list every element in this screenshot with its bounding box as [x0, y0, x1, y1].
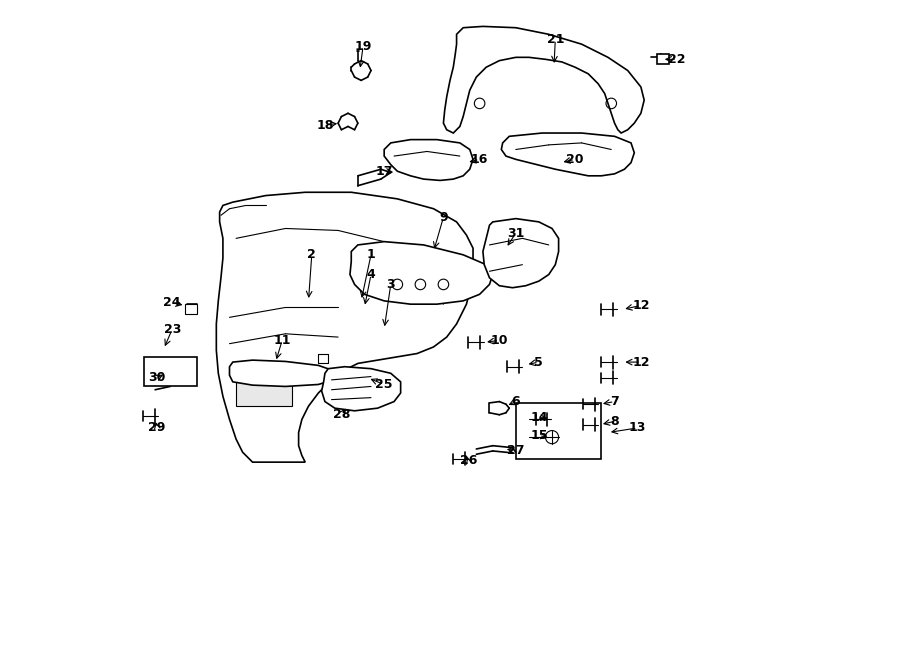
Text: 20: 20	[566, 153, 584, 166]
Text: 18: 18	[316, 118, 334, 132]
Text: 23: 23	[164, 323, 181, 336]
Text: 8: 8	[610, 415, 619, 428]
Polygon shape	[483, 219, 559, 288]
Bar	[185, 304, 197, 314]
Text: 30: 30	[148, 371, 166, 385]
Bar	[144, 357, 196, 387]
Text: 6: 6	[511, 395, 520, 408]
Text: 1: 1	[366, 249, 375, 261]
Text: 17: 17	[375, 165, 393, 178]
Text: 31: 31	[507, 227, 525, 239]
Polygon shape	[501, 133, 634, 176]
Polygon shape	[350, 242, 493, 304]
Text: 24: 24	[164, 296, 181, 309]
Text: 29: 29	[148, 422, 166, 434]
Text: 2: 2	[308, 249, 316, 261]
Text: 16: 16	[471, 153, 489, 166]
Text: 27: 27	[507, 444, 525, 457]
Text: 21: 21	[546, 33, 564, 46]
Text: 10: 10	[491, 334, 508, 347]
Polygon shape	[444, 26, 644, 133]
Text: 28: 28	[333, 408, 350, 421]
Polygon shape	[384, 139, 473, 180]
Text: 4: 4	[366, 268, 375, 281]
Text: 25: 25	[375, 378, 393, 391]
Text: 9: 9	[439, 211, 447, 224]
Text: 12: 12	[632, 299, 650, 312]
Text: 26: 26	[460, 454, 477, 467]
Text: 19: 19	[355, 40, 372, 53]
Polygon shape	[216, 192, 473, 462]
Bar	[516, 403, 601, 459]
Text: 5: 5	[535, 356, 544, 369]
Polygon shape	[230, 360, 335, 387]
Text: 7: 7	[610, 395, 619, 408]
Polygon shape	[321, 367, 400, 410]
Text: 11: 11	[274, 334, 291, 347]
Text: 13: 13	[629, 422, 646, 434]
Polygon shape	[657, 54, 669, 64]
Text: 12: 12	[632, 356, 650, 369]
Text: 22: 22	[669, 53, 686, 66]
Text: 14: 14	[530, 411, 547, 424]
Text: 15: 15	[530, 429, 547, 442]
Text: 3: 3	[386, 278, 395, 291]
Polygon shape	[236, 373, 292, 407]
